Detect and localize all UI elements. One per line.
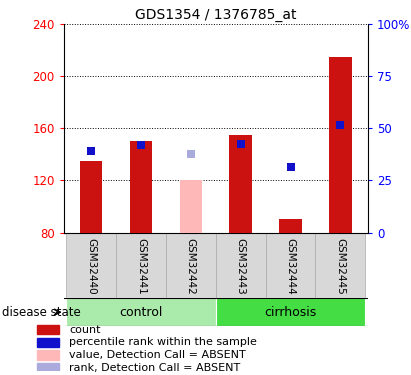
Text: percentile rank within the sample: percentile rank within the sample xyxy=(69,338,257,347)
Bar xyxy=(130,141,152,232)
Bar xyxy=(66,298,216,326)
Text: count: count xyxy=(69,325,101,335)
Point xyxy=(187,152,194,157)
Text: GSM32441: GSM32441 xyxy=(136,238,146,294)
Text: GSM32442: GSM32442 xyxy=(186,238,196,294)
Bar xyxy=(37,338,59,347)
Bar xyxy=(37,363,59,372)
Bar xyxy=(37,351,59,360)
Bar xyxy=(216,298,365,326)
Bar xyxy=(229,135,252,232)
Bar xyxy=(316,232,365,298)
Text: GSM32440: GSM32440 xyxy=(86,238,96,294)
Bar xyxy=(37,325,59,334)
Bar xyxy=(329,57,352,232)
Bar xyxy=(80,161,102,232)
Bar xyxy=(266,232,316,298)
Point xyxy=(287,165,294,171)
Point xyxy=(138,142,144,148)
Text: cirrhosis: cirrhosis xyxy=(264,306,317,319)
Text: disease state: disease state xyxy=(2,306,81,319)
Point xyxy=(337,122,344,128)
Bar xyxy=(216,232,266,298)
Title: GDS1354 / 1376785_at: GDS1354 / 1376785_at xyxy=(135,8,296,22)
Bar xyxy=(166,232,216,298)
Text: rank, Detection Call = ABSENT: rank, Detection Call = ABSENT xyxy=(69,363,240,373)
Point xyxy=(88,147,95,153)
Point xyxy=(238,141,244,147)
Text: control: control xyxy=(119,306,163,319)
Text: GSM32443: GSM32443 xyxy=(236,238,246,294)
Text: GSM32445: GSM32445 xyxy=(335,238,345,294)
Bar xyxy=(66,232,116,298)
Text: GSM32444: GSM32444 xyxy=(286,238,296,294)
Bar xyxy=(116,232,166,298)
Text: value, Detection Call = ABSENT: value, Detection Call = ABSENT xyxy=(69,350,246,360)
Bar xyxy=(279,219,302,232)
Bar xyxy=(180,180,202,232)
